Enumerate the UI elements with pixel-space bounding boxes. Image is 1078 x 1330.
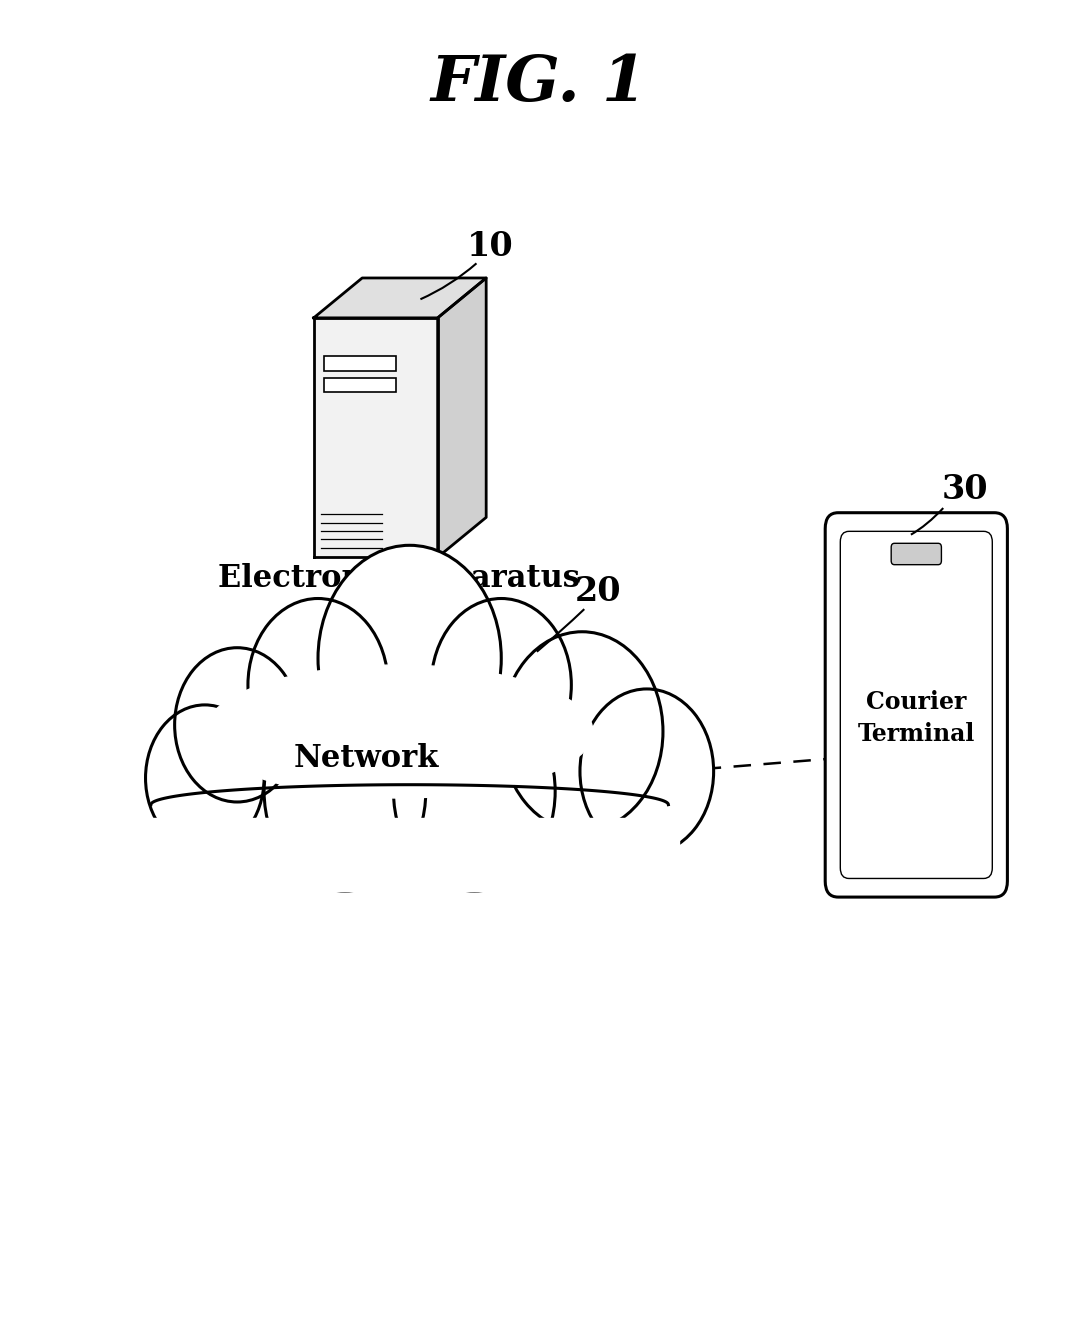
Ellipse shape	[397, 552, 434, 572]
Polygon shape	[314, 318, 438, 557]
Circle shape	[501, 632, 663, 831]
Ellipse shape	[205, 665, 593, 798]
Text: 20: 20	[575, 576, 622, 608]
Bar	[323, 356, 396, 371]
Circle shape	[580, 689, 714, 854]
Polygon shape	[314, 278, 486, 318]
Circle shape	[175, 648, 300, 802]
Text: Courier
Terminal: Courier Terminal	[858, 690, 975, 746]
Polygon shape	[397, 563, 434, 605]
Bar	[323, 378, 396, 392]
Text: Electronic Apparatus: Electronic Apparatus	[218, 563, 580, 595]
Circle shape	[431, 598, 571, 771]
FancyBboxPatch shape	[826, 512, 1007, 898]
Circle shape	[318, 545, 501, 771]
Text: 30: 30	[941, 473, 989, 505]
FancyBboxPatch shape	[841, 531, 992, 879]
Text: Network: Network	[294, 742, 439, 774]
Polygon shape	[438, 278, 486, 557]
Circle shape	[146, 705, 264, 851]
Circle shape	[248, 598, 388, 771]
Text: 10: 10	[467, 230, 514, 262]
FancyBboxPatch shape	[892, 543, 941, 565]
Circle shape	[264, 692, 426, 891]
Bar	[140, 818, 679, 891]
Circle shape	[393, 692, 555, 891]
Text: FIG. 1: FIG. 1	[431, 53, 647, 114]
Ellipse shape	[397, 596, 434, 614]
